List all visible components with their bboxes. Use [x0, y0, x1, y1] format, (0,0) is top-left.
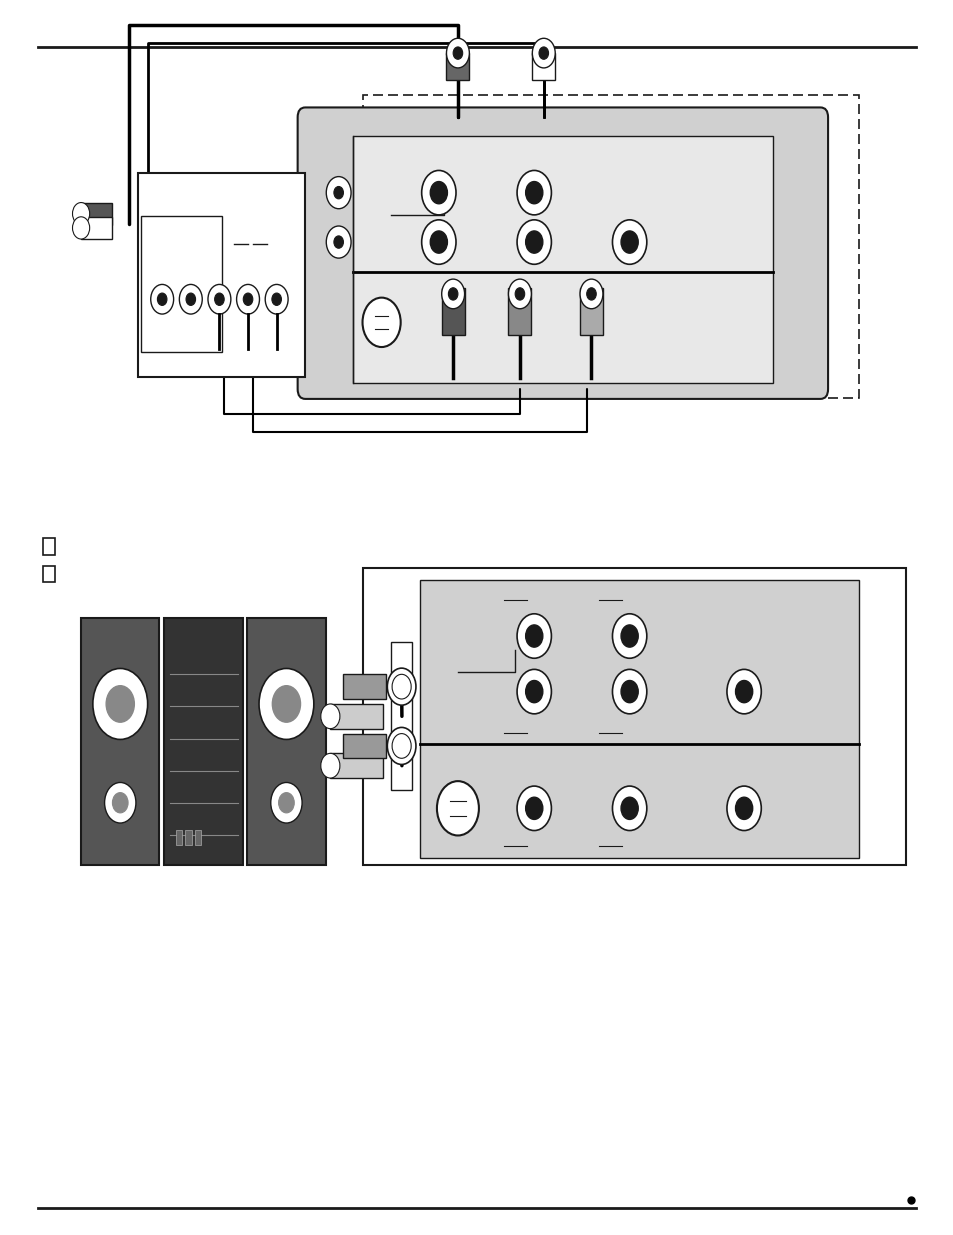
Bar — [343, 734, 386, 758]
Circle shape — [326, 177, 351, 209]
Circle shape — [320, 753, 339, 778]
Bar — [391, 642, 412, 790]
Circle shape — [157, 293, 167, 305]
Bar — [43, 538, 55, 555]
Circle shape — [334, 186, 343, 199]
Circle shape — [92, 668, 148, 740]
Bar — [185, 830, 192, 845]
Bar — [43, 566, 55, 582]
Circle shape — [436, 782, 478, 836]
Circle shape — [421, 170, 456, 215]
Bar — [579, 288, 602, 335]
Circle shape — [612, 220, 646, 264]
Circle shape — [208, 284, 231, 314]
Circle shape — [508, 279, 531, 309]
Circle shape — [620, 231, 638, 253]
Circle shape — [517, 787, 551, 831]
Circle shape — [525, 625, 542, 647]
Circle shape — [72, 203, 90, 225]
Circle shape — [430, 182, 447, 204]
Circle shape — [517, 669, 551, 714]
Bar — [508, 288, 531, 335]
Bar — [81, 203, 112, 225]
Circle shape — [106, 685, 134, 722]
Circle shape — [179, 284, 202, 314]
Circle shape — [214, 293, 224, 305]
Circle shape — [236, 284, 259, 314]
Circle shape — [395, 678, 408, 695]
Circle shape — [612, 787, 646, 831]
Circle shape — [453, 47, 462, 59]
Bar — [141, 216, 222, 352]
Bar — [330, 753, 382, 778]
Circle shape — [395, 737, 408, 755]
Circle shape — [735, 680, 752, 703]
Circle shape — [421, 220, 456, 264]
Bar — [441, 288, 464, 335]
Circle shape — [525, 798, 542, 820]
Circle shape — [525, 182, 542, 204]
Bar — [330, 704, 382, 729]
Circle shape — [735, 798, 752, 820]
Circle shape — [430, 231, 447, 253]
Circle shape — [278, 793, 294, 813]
Circle shape — [320, 704, 339, 729]
Bar — [362, 95, 858, 398]
Bar — [353, 136, 772, 383]
Circle shape — [448, 288, 457, 300]
Circle shape — [525, 231, 542, 253]
Circle shape — [515, 288, 524, 300]
Circle shape — [151, 284, 173, 314]
Circle shape — [620, 625, 638, 647]
Circle shape — [612, 669, 646, 714]
Circle shape — [441, 279, 464, 309]
Circle shape — [272, 293, 281, 305]
Circle shape — [387, 727, 416, 764]
Circle shape — [334, 236, 343, 248]
Circle shape — [525, 680, 542, 703]
Circle shape — [265, 284, 288, 314]
Circle shape — [72, 217, 90, 240]
Circle shape — [186, 293, 195, 305]
Circle shape — [532, 38, 555, 68]
Circle shape — [272, 685, 300, 722]
Circle shape — [243, 293, 253, 305]
Circle shape — [387, 668, 416, 705]
Circle shape — [620, 798, 638, 820]
Circle shape — [112, 793, 128, 813]
Circle shape — [726, 669, 760, 714]
Circle shape — [620, 680, 638, 703]
Circle shape — [105, 783, 135, 823]
Bar — [419, 580, 858, 858]
Bar — [138, 173, 305, 377]
Circle shape — [517, 614, 551, 658]
Bar — [194, 830, 201, 845]
Circle shape — [259, 668, 314, 740]
Circle shape — [392, 674, 411, 699]
Circle shape — [612, 614, 646, 658]
Circle shape — [271, 783, 302, 823]
Circle shape — [517, 220, 551, 264]
Circle shape — [362, 298, 400, 347]
Circle shape — [517, 170, 551, 215]
Circle shape — [579, 279, 602, 309]
Bar — [532, 53, 555, 80]
Bar — [164, 618, 242, 864]
Circle shape — [586, 288, 596, 300]
Bar — [247, 618, 325, 864]
Circle shape — [538, 47, 548, 59]
FancyBboxPatch shape — [297, 107, 827, 399]
Circle shape — [446, 38, 469, 68]
Bar — [175, 830, 182, 845]
Bar — [446, 53, 469, 80]
Circle shape — [726, 787, 760, 831]
Circle shape — [392, 734, 411, 758]
Bar — [362, 568, 905, 864]
Bar — [81, 217, 112, 240]
Bar — [81, 618, 159, 864]
Bar — [343, 674, 386, 699]
Circle shape — [326, 226, 351, 258]
